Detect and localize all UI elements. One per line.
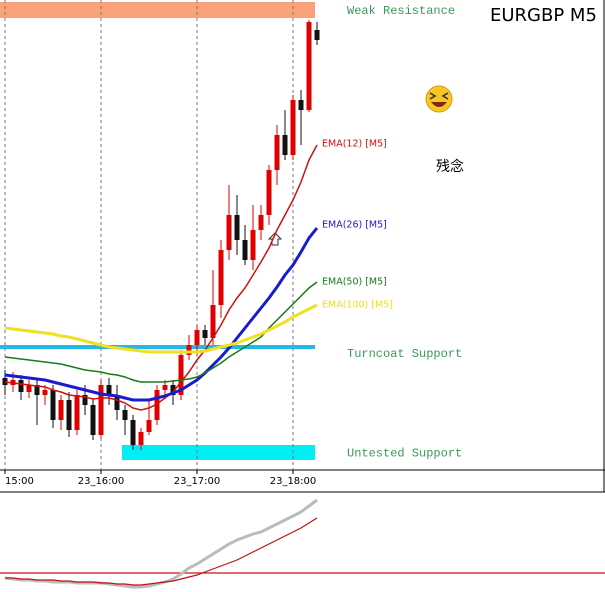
x-tick-label: 23_16:00 bbox=[78, 476, 125, 487]
candle-body bbox=[18, 380, 24, 392]
candle-body bbox=[290, 100, 296, 155]
zone-label: Turncoat Support bbox=[347, 347, 462, 361]
candle-body bbox=[250, 230, 256, 260]
emoji-icon bbox=[425, 85, 453, 113]
zone-label: Untested Support bbox=[347, 447, 462, 461]
candle-body bbox=[50, 390, 56, 420]
candle-body bbox=[242, 240, 248, 260]
candle-body bbox=[42, 390, 48, 395]
indicator-line bbox=[5, 517, 318, 586]
ema-label: EMA(12) [M5] bbox=[322, 139, 387, 150]
ema-label: EMA(26) [M5] bbox=[322, 220, 387, 231]
zone bbox=[0, 345, 315, 349]
zone bbox=[0, 2, 315, 18]
ema-line bbox=[4, 303, 318, 354]
zone bbox=[122, 445, 315, 460]
candle-body bbox=[258, 215, 264, 230]
candle-body bbox=[314, 30, 320, 40]
candle-body bbox=[274, 135, 280, 170]
ema-label: EMA(100) [M5] bbox=[322, 300, 393, 311]
candle-body bbox=[34, 385, 40, 395]
candle-body bbox=[58, 400, 64, 420]
candle-body bbox=[130, 420, 136, 445]
candle-body bbox=[2, 378, 8, 385]
ema-label: EMA(50) [M5] bbox=[322, 277, 387, 288]
candle-body bbox=[74, 395, 80, 430]
ema-line bbox=[4, 144, 318, 411]
chart-title: EURGBP M5 bbox=[490, 5, 597, 26]
x-tick-label: 23_17:00 bbox=[174, 476, 221, 487]
candle-body bbox=[106, 385, 112, 395]
candle-body bbox=[154, 390, 160, 420]
candle-body bbox=[178, 355, 184, 395]
x-tick-label: 15:00 bbox=[5, 476, 34, 487]
candle-body bbox=[138, 432, 144, 445]
annotation: 残念 bbox=[436, 158, 464, 175]
candle-body bbox=[114, 395, 120, 410]
candle-body bbox=[122, 410, 128, 420]
zone-label: Weak Resistance bbox=[347, 4, 455, 18]
candle-body bbox=[162, 385, 168, 390]
candle-body bbox=[26, 385, 32, 392]
candle-body bbox=[90, 405, 96, 435]
candle-body bbox=[98, 385, 104, 435]
candle-body bbox=[186, 345, 192, 355]
candle-body bbox=[194, 330, 200, 345]
candle-body bbox=[66, 400, 72, 430]
candle-body bbox=[202, 330, 208, 338]
candle-body bbox=[170, 385, 176, 395]
x-tick-label: 23_18:00 bbox=[270, 476, 317, 487]
candle-body bbox=[210, 305, 216, 338]
candle-body bbox=[306, 22, 312, 110]
candle-body bbox=[226, 215, 232, 250]
candle-body bbox=[218, 250, 224, 305]
arrow-icon bbox=[267, 232, 283, 246]
candle-body bbox=[82, 395, 88, 405]
candle-body bbox=[282, 135, 288, 155]
candle-body bbox=[234, 215, 240, 240]
candle-body bbox=[266, 170, 272, 215]
candle-body bbox=[298, 100, 304, 110]
candle-body bbox=[146, 420, 152, 432]
ema-line bbox=[4, 227, 319, 402]
